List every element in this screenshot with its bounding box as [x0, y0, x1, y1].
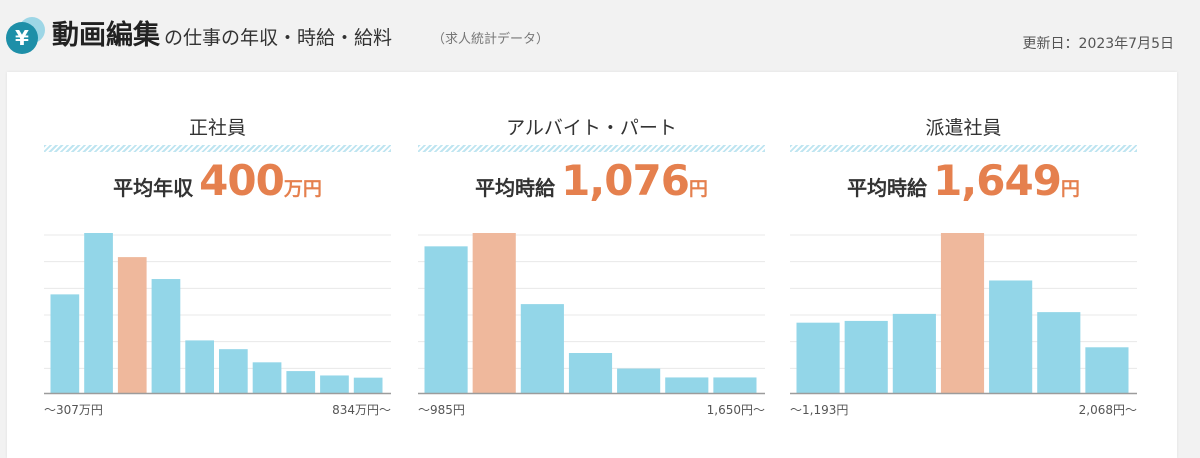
histogram-chart [418, 233, 765, 395]
histogram-bar [520, 304, 564, 393]
x-axis-min-label: 〜985円 [418, 403, 465, 417]
histogram-bar [1085, 347, 1129, 393]
svg-text:¥: ¥ [15, 26, 29, 50]
histogram-bar [84, 233, 113, 393]
x-axis-max-label: 834万円〜 [332, 403, 391, 417]
histogram-bar [185, 340, 214, 393]
histogram-bar-average [472, 233, 516, 393]
page-title: 動画編集 [52, 20, 160, 51]
average-label: 平均時給 [847, 176, 928, 200]
panel-haken: 派遣社員 平均時給 1,649円 〜1,193円 2,068円〜 [790, 112, 1137, 458]
average-value: 1,649 [933, 156, 1062, 205]
histogram-chart [790, 233, 1137, 395]
update-date: 更新日：2023年7月5日 [1022, 36, 1174, 52]
histogram-bar [252, 362, 282, 393]
panel-title: アルバイト・パート [506, 117, 677, 139]
x-axis-min-label: 〜307万円 [44, 403, 103, 417]
average-value: 1,076 [561, 156, 690, 205]
panel-part-time: アルバイト・パート 平均時給 1,076円 〜985円 1,650円〜 [418, 112, 765, 458]
salary-card: 正社員 平均年収 400万円 〜307万円 834万円〜 アルバイト・パート 平均… [7, 72, 1177, 458]
histogram-bar [892, 313, 936, 393]
histogram-bar [713, 377, 757, 393]
x-axis-min-label: 〜1,193円 [790, 403, 849, 417]
histogram-bar [568, 353, 613, 393]
histogram-bar-average [940, 233, 985, 393]
histogram-bar [796, 322, 840, 393]
histogram-bar [989, 280, 1033, 393]
panel-seishain: 正社員 平均年収 400万円 〜307万円 834万円〜 [44, 112, 391, 458]
histogram-bar [50, 294, 80, 393]
histogram-bar [353, 377, 383, 393]
average-summary: 平均時給 1,076円 [418, 156, 765, 215]
histogram-bar [286, 371, 316, 393]
histogram-bar [665, 377, 709, 393]
histogram-bar-average [117, 257, 147, 393]
histogram-chart [44, 233, 391, 395]
stripe-divider [44, 145, 391, 152]
average-unit: 円 [1060, 178, 1080, 200]
average-label: 平均年収 [113, 176, 194, 200]
histogram-bar [844, 320, 888, 393]
panel-title: 正社員 [188, 117, 246, 139]
page-subtitle: の仕事の年収・時給・給料 [164, 27, 393, 49]
average-summary: 平均年収 400万円 [44, 156, 391, 215]
yen-icon: ¥ [6, 17, 45, 54]
page-header: ¥ 動画編集 の仕事の年収・時給・給料 （求人統計データ） 更新日：2023年7… [0, 0, 1200, 70]
average-summary: 平均時給 1,649円 [790, 156, 1137, 215]
histogram-bar [617, 368, 661, 393]
stripe-divider [418, 145, 765, 152]
histogram-bar [1037, 312, 1081, 393]
histogram-bar [320, 375, 349, 393]
histogram-bar [219, 349, 248, 393]
histogram-bar [151, 279, 181, 393]
average-label: 平均時給 [475, 176, 556, 200]
average-unit: 万円 [283, 178, 322, 200]
page-title-note: （求人統計データ） [432, 32, 550, 47]
x-axis-max-label: 2,068円〜 [1078, 403, 1137, 417]
stripe-divider [790, 145, 1137, 152]
histogram-bar [424, 246, 468, 393]
average-unit: 円 [688, 178, 708, 200]
x-axis-max-label: 1,650円〜 [706, 403, 765, 417]
average-value: 400 [199, 156, 285, 205]
panel-title: 派遣社員 [925, 117, 1002, 139]
